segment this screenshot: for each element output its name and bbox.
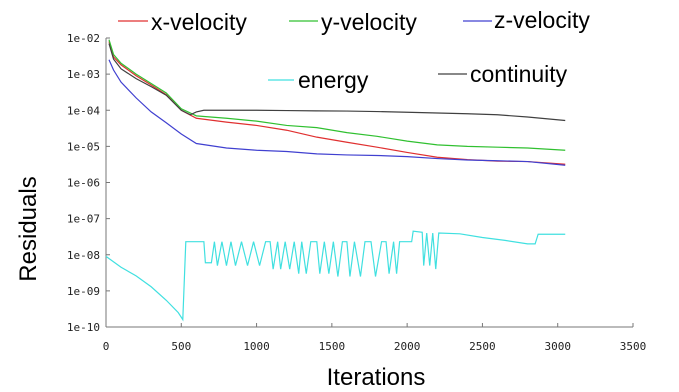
- x-tick-label: 1000: [243, 340, 270, 353]
- y-tick-label: 1e-06: [67, 177, 100, 190]
- y-axis-label: Residuals: [15, 176, 42, 281]
- legend-label-energy: energy: [298, 67, 369, 93]
- x-axis-label: Iterations: [327, 364, 426, 391]
- legend-label-y-velocity: y-velocity: [321, 9, 417, 35]
- legend: x-velocity y-velocity z-velocity energy cont…: [118, 7, 590, 93]
- series-line-y-velocity: [108, 39, 566, 151]
- legend-label-continuity: continuity: [470, 61, 568, 87]
- y-tick-label: 1e-05: [67, 140, 100, 153]
- y-tick-label: 1e-07: [67, 213, 100, 226]
- x-tick-label: 1500: [319, 340, 346, 353]
- x-tick-label: 3000: [544, 340, 571, 353]
- x-tick-label: 0: [103, 340, 110, 353]
- y-tick-label: 1e-04: [67, 104, 100, 117]
- y-tick-label: 1e-10: [67, 321, 100, 334]
- x-tick-label: 500: [171, 340, 191, 353]
- series-line-energy: [105, 230, 566, 322]
- series-layer: [105, 39, 566, 322]
- y-tick-label: 1e-09: [67, 285, 100, 298]
- series-line-continuity: [108, 43, 566, 122]
- series-line-x-velocity: [108, 41, 566, 165]
- y-tick-label: 1e-08: [67, 249, 100, 262]
- legend-label-x-velocity: x-velocity: [151, 9, 247, 35]
- x-tick-label: 2500: [469, 340, 496, 353]
- x-tick-label: 3500: [620, 340, 647, 353]
- series-line-z-velocity: [108, 59, 566, 166]
- y-tick-label: 1e-03: [67, 68, 100, 81]
- y-ticks: 1e-02 1e-03 1e-04 1e-05 1e-06 1e-07 1e-08 1e-09…: [67, 32, 110, 334]
- x-tick-label: 2000: [394, 340, 421, 353]
- legend-label-z-velocity: z-velocity: [494, 7, 590, 33]
- x-ticks: 0 500 1000 1500 2000 2500 3000 3500: [103, 323, 647, 353]
- y-tick-label: 1e-02: [67, 32, 100, 45]
